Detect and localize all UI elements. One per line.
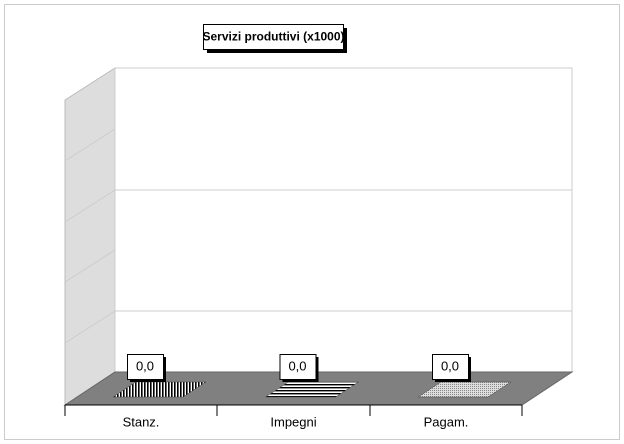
grid	[64, 128, 572, 344]
value-label: 0,0	[288, 358, 306, 373]
x-tick-label: Pagam.	[424, 414, 469, 429]
bar	[417, 381, 512, 398]
left-wall	[64, 67, 116, 406]
value-label: 0,0	[136, 358, 154, 373]
bar	[112, 381, 207, 398]
x-axis	[64, 404, 523, 416]
back-wall	[114, 67, 573, 373]
value-label: 0,0	[441, 358, 459, 373]
value-label-box	[279, 354, 317, 380]
title-box	[203, 24, 344, 50]
bar	[264, 381, 360, 398]
value-label-box	[432, 354, 469, 380]
x-tick-label: Stanz.	[123, 414, 160, 429]
x-tick-label: Impegni	[270, 414, 316, 429]
value-label-box	[127, 354, 164, 380]
chart-title: Servizi produttivi (x1000)	[202, 30, 344, 44]
